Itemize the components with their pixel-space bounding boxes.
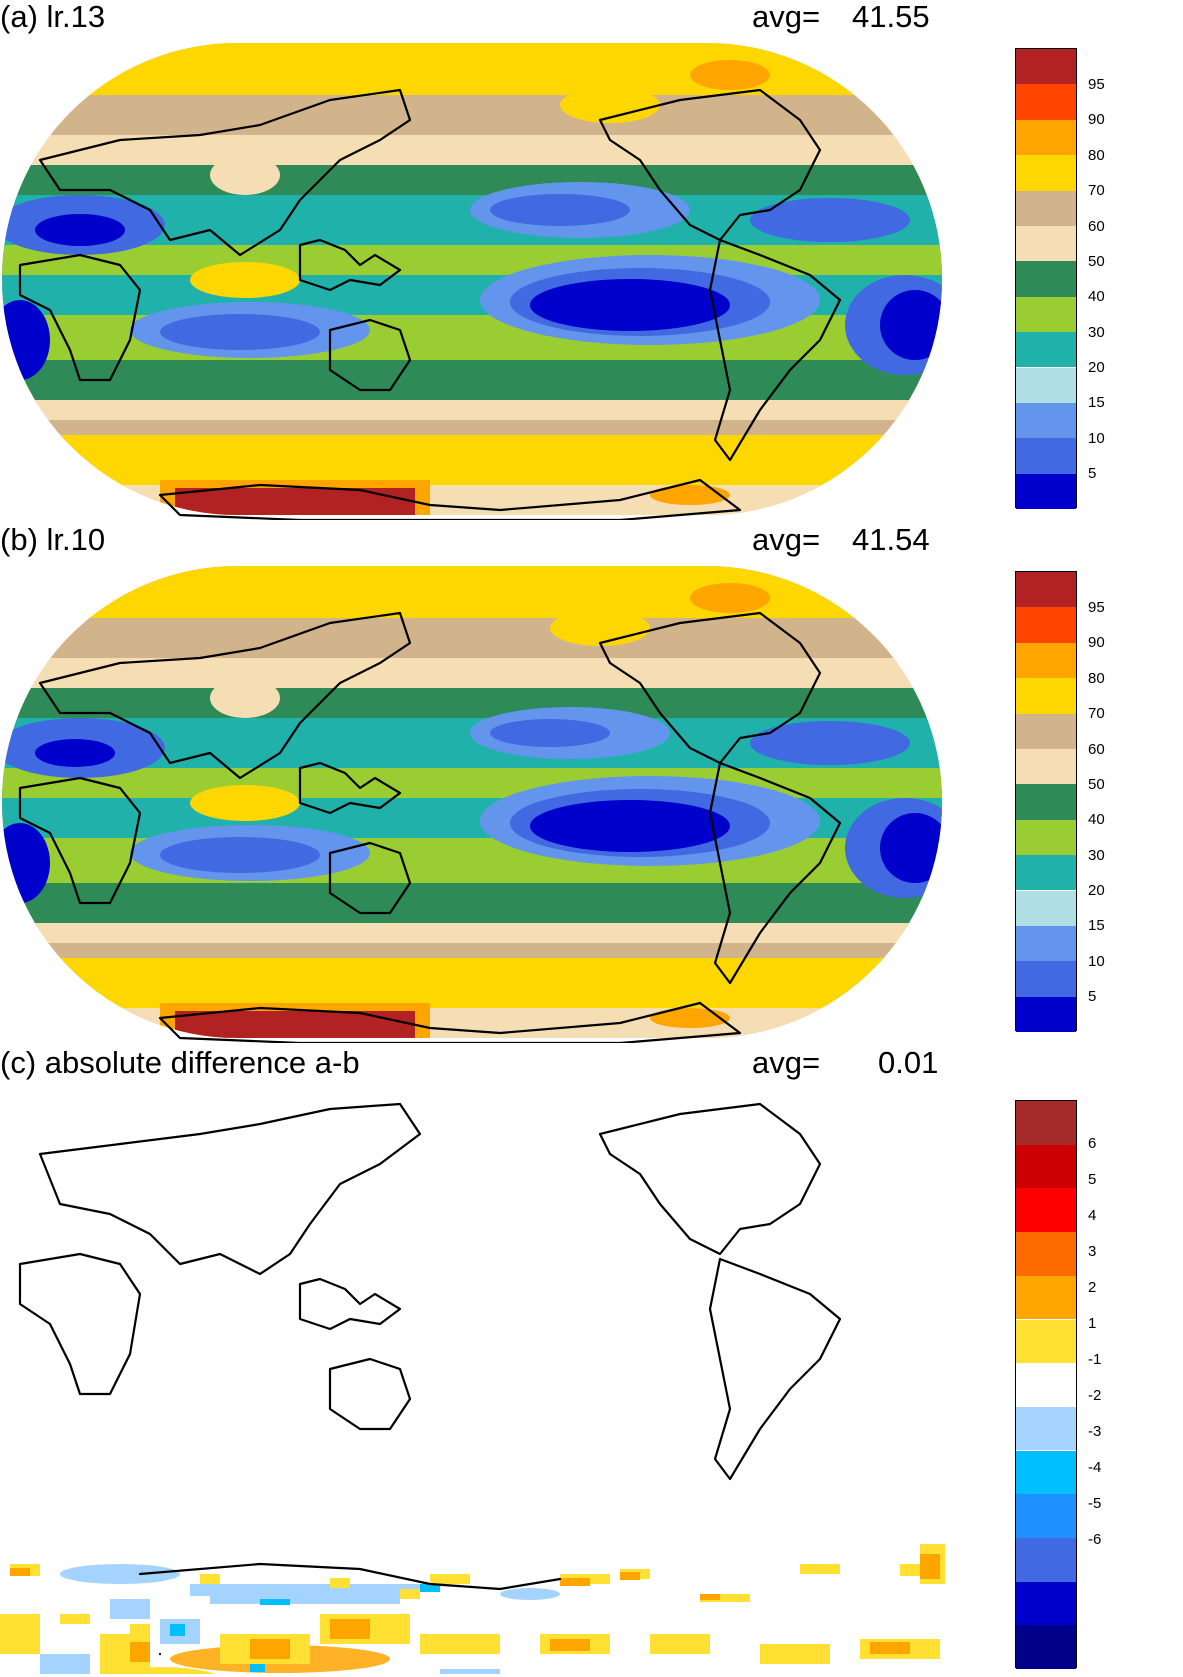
colorbar-label: 70 (1088, 182, 1105, 199)
colorbar-box (1016, 190, 1076, 226)
colorbar-label: 70 (1088, 705, 1105, 722)
colorbar-label: 40 (1088, 288, 1105, 305)
colorbar-box (1016, 819, 1076, 856)
colorbar-box (1016, 961, 1076, 997)
colorbar-box (1016, 1363, 1076, 1407)
colorbar-label: 90 (1088, 111, 1105, 128)
avg-value: 41.55 (852, 0, 930, 34)
avg-label: avg= (752, 1045, 821, 1080)
colorbar-box (1016, 1537, 1076, 1582)
colorbar-box (1016, 642, 1076, 679)
colorbar-label: 5 (1088, 1171, 1097, 1188)
colorbar-box (1016, 261, 1076, 297)
colorbar-label: 5 (1088, 465, 1097, 482)
colorbar-label: 3 (1088, 1243, 1097, 1260)
colorbar-label: 15 (1088, 394, 1105, 411)
colorbar-box (1016, 748, 1076, 785)
colorbar (1015, 1100, 1077, 1669)
colorbar-box (1016, 996, 1076, 1032)
panel-title: (b) lr.10 (0, 522, 106, 557)
colorbar-box (1016, 84, 1076, 120)
colorbar-label: 80 (1088, 670, 1105, 687)
colorbar-label: 15 (1088, 917, 1105, 934)
colorbar-label: 10 (1088, 953, 1105, 970)
map-field (2, 566, 942, 1043)
avg-value: 41.54 (852, 522, 930, 557)
colorbar-box (1016, 678, 1076, 714)
colorbar-box (1016, 1581, 1076, 1626)
colorbar-label: -1 (1088, 1351, 1102, 1368)
colorbar-label: 95 (1088, 76, 1105, 93)
colorbar-label: 20 (1088, 882, 1105, 899)
colorbar-box (1016, 607, 1076, 643)
colorbar-label: 60 (1088, 218, 1105, 235)
colorbar-box (1016, 572, 1076, 608)
colorbar-label: -2 (1088, 1387, 1102, 1404)
colorbar-box (1016, 1450, 1076, 1495)
colorbar-label: 1 (1088, 1315, 1097, 1332)
colorbar-box (1016, 155, 1076, 191)
colorbar-label: 80 (1088, 147, 1105, 164)
colorbar-label: 4 (1088, 1207, 1097, 1224)
map-difference-field (0, 1102, 945, 1674)
panel-a: (a) lr.13 avg= 41.55 (0, 0, 1183, 520)
colorbar-label: 5 (1088, 988, 1097, 1005)
colorbar-box (1016, 784, 1076, 820)
avg-label: avg= (752, 522, 821, 557)
colorbar-box (1016, 402, 1076, 439)
colorbar-box (1016, 225, 1076, 262)
colorbar-box (1016, 1275, 1076, 1320)
colorbar-box (1016, 1144, 1076, 1189)
colorbar-label: 40 (1088, 811, 1105, 828)
colorbar-label: -4 (1088, 1459, 1102, 1476)
colorbar-box (1016, 890, 1076, 926)
map-field (2, 43, 942, 520)
colorbar-label: 90 (1088, 634, 1105, 651)
colorbar-box (1016, 713, 1076, 749)
colorbar-label: 10 (1088, 430, 1105, 447)
colorbar-label: 6 (1088, 1135, 1097, 1152)
colorbar-box (1016, 296, 1076, 333)
colorbar-label: 30 (1088, 324, 1105, 341)
colorbar-label: 20 (1088, 359, 1105, 376)
colorbar-box (1016, 1101, 1076, 1145)
colorbar-box (1016, 1188, 1076, 1233)
colorbar-label: 60 (1088, 741, 1105, 758)
colorbar-box (1016, 49, 1076, 85)
panel-title: (a) lr.13 (0, 0, 106, 34)
colorbar-label: -5 (1088, 1495, 1102, 1512)
colorbar-box (1016, 925, 1076, 962)
avg-value: 0.01 (878, 1045, 939, 1080)
panel-b: (b) lr.10 avg= 41.54 (0, 523, 1183, 1043)
colorbar-box (1016, 1494, 1076, 1538)
colorbar-label: -6 (1088, 1531, 1102, 1548)
colorbar-label: 50 (1088, 253, 1105, 270)
colorbar-box (1016, 1625, 1076, 1669)
colorbar-label: 95 (1088, 599, 1105, 616)
colorbar-box (1016, 1232, 1076, 1276)
colorbar-box (1016, 1319, 1076, 1364)
colorbar-label: -3 (1088, 1423, 1102, 1440)
panel-c: (c) absolute difference a-b avg= 0.01 (0, 1046, 1183, 1676)
colorbar (1015, 571, 1077, 1032)
colorbar-label: 2 (1088, 1279, 1097, 1296)
colorbar (1015, 48, 1077, 509)
colorbar-label: 50 (1088, 776, 1105, 793)
colorbar-box (1016, 473, 1076, 509)
colorbar-box (1016, 1406, 1076, 1451)
panel-title: (c) absolute difference a-b (0, 1045, 360, 1080)
colorbar-label: 30 (1088, 847, 1105, 864)
colorbar-box (1016, 438, 1076, 474)
colorbar-box (1016, 855, 1076, 891)
colorbar-box (1016, 332, 1076, 368)
colorbar-box (1016, 119, 1076, 156)
avg-label: avg= (752, 0, 821, 34)
colorbar-box (1016, 367, 1076, 403)
